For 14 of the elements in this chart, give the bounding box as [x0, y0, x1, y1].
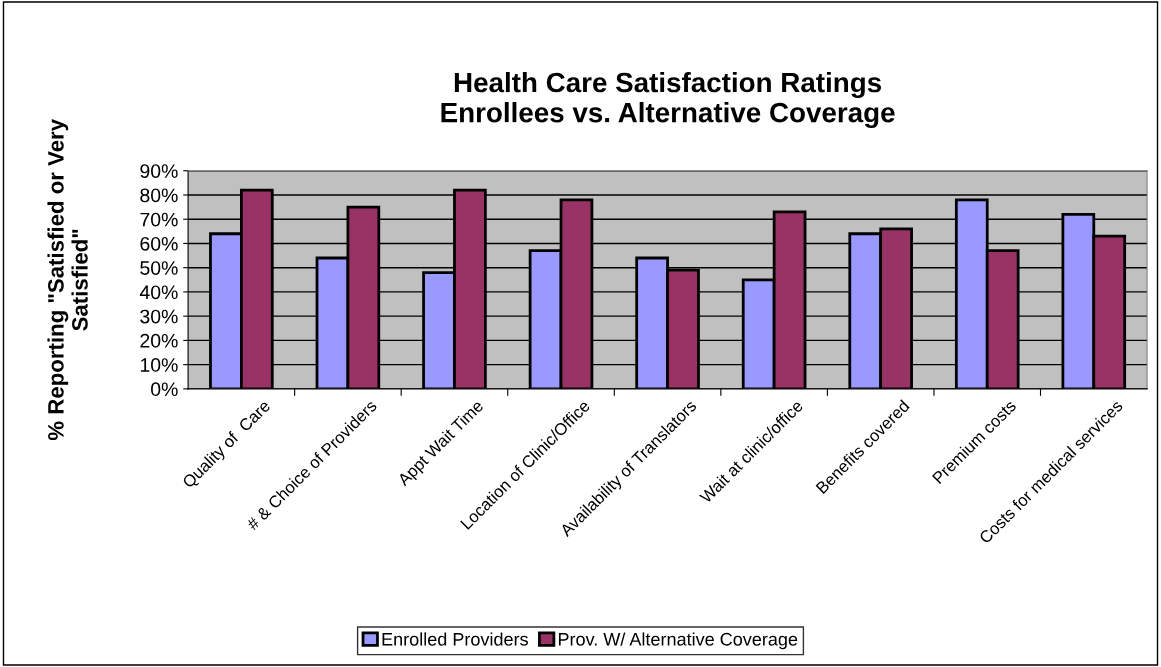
y-tick-label: 70% — [140, 212, 178, 227]
y-tick-label: 0% — [151, 382, 178, 397]
y-tick-label: 20% — [140, 333, 178, 348]
y-tick-label: 40% — [139, 285, 178, 300]
y-tick-label: 10% — [140, 358, 178, 372]
y-tick-label: 80% — [140, 188, 178, 203]
legend-label: Enrolled Providers — [382, 632, 528, 646]
y-tick-label: 30% — [140, 309, 178, 324]
y-tick-label: 90% — [140, 164, 178, 178]
y-tick-label: 60% — [140, 236, 178, 251]
y-tick-label: 50% — [140, 261, 178, 275]
chart-title: Health Care Satisfaction Ratings Enrollees vs. Alternative Coverage — [441, 71, 895, 129]
legend-label: Prov. W/ Alternative Coverage — [558, 632, 798, 650]
y-axis-title: % Reporting "Satisfied or Very Satisfied" — [47, 119, 88, 441]
